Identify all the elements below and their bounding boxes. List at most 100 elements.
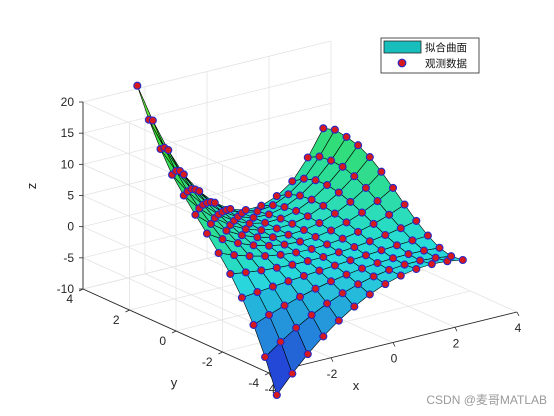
z-tick-label: 5 <box>67 189 74 203</box>
observation-marker <box>361 183 370 192</box>
observation-marker <box>280 202 289 212</box>
x-tick-mark <box>516 311 520 317</box>
observation-marker <box>385 210 394 219</box>
observation-marker <box>373 197 382 206</box>
legend-surface-swatch <box>383 40 422 54</box>
observation-marker <box>365 290 374 299</box>
legend-markers-label: 观测数据 <box>425 57 467 70</box>
observation-marker <box>303 153 312 162</box>
x-tick-label: 0 <box>391 352 398 366</box>
observation-marker <box>245 252 254 261</box>
observation-marker <box>284 230 293 239</box>
observation-marker <box>230 251 239 260</box>
legend: 拟合曲面 观测数据 <box>380 37 480 74</box>
observation-marker <box>447 252 456 261</box>
observation-markers <box>133 81 467 400</box>
x-tick-mark <box>330 357 334 362</box>
observation-marker <box>195 187 204 196</box>
observation-marker <box>288 177 297 186</box>
observation-marker <box>264 210 274 219</box>
observation-marker <box>133 81 142 90</box>
z-tick-label: -5 <box>63 251 74 265</box>
x-tick-label: -4 <box>265 382 276 396</box>
observation-marker <box>381 230 390 240</box>
observation-marker <box>299 174 308 183</box>
observation-marker <box>326 277 336 286</box>
observation-marker <box>419 246 429 255</box>
observation-marker <box>354 141 363 150</box>
legend-marker-swatch <box>397 58 407 68</box>
observation-marker <box>350 302 359 311</box>
observation-marker <box>249 320 258 329</box>
observation-marker <box>295 191 305 200</box>
observation-marker <box>412 264 421 274</box>
observation-marker <box>334 188 343 197</box>
observation-marker <box>257 226 266 235</box>
observation-marker <box>292 248 301 257</box>
x-tick-label: 2 <box>453 336 460 350</box>
watermark: CSDN @麦哥MATLAB <box>426 393 547 407</box>
observation-marker <box>264 310 274 319</box>
observation-marker <box>276 337 285 346</box>
observation-marker <box>365 237 374 246</box>
observation-marker <box>284 190 293 199</box>
observation-marker <box>307 195 316 204</box>
observation-marker <box>338 234 347 243</box>
observation-marker <box>272 192 281 201</box>
z-tick-label: 0 <box>67 220 74 234</box>
observation-marker <box>338 162 347 171</box>
observation-marker <box>385 265 394 274</box>
y-tick-mark <box>125 309 130 313</box>
observation-marker <box>299 271 308 280</box>
observation-marker <box>295 292 305 301</box>
observation-marker <box>311 284 320 293</box>
y-tick-mark <box>264 372 270 376</box>
observation-marker <box>233 239 243 248</box>
y-axis-label: y <box>171 375 178 390</box>
observation-marker <box>241 225 250 234</box>
x-tick-mark <box>392 342 396 347</box>
observation-marker <box>276 214 285 223</box>
observation-marker <box>396 271 405 280</box>
y-tick-label: -4 <box>248 376 259 390</box>
observation-marker <box>323 180 332 190</box>
observation-marker <box>381 280 390 289</box>
observation-marker <box>361 251 370 260</box>
observation-marker <box>369 219 378 228</box>
y-tick-label: 2 <box>113 313 120 327</box>
y-tick-label: 0 <box>159 334 166 348</box>
observation-marker <box>315 152 324 161</box>
observation-marker <box>164 146 173 155</box>
observation-marker <box>330 125 339 134</box>
observation-marker <box>214 248 223 258</box>
observation-marker <box>458 255 467 265</box>
observation-marker <box>323 299 332 308</box>
observation-marker <box>311 232 320 241</box>
z-tick-label: 10 <box>61 157 75 171</box>
observation-marker <box>326 226 336 235</box>
observation-marker <box>268 233 277 242</box>
y-tick-mark <box>218 351 223 355</box>
observation-marker <box>249 213 258 222</box>
observation-marker <box>257 201 266 210</box>
observation-marker <box>416 256 425 265</box>
observation-marker <box>303 257 312 266</box>
observation-marker <box>276 250 285 259</box>
observation-marker <box>303 212 312 221</box>
observation-marker <box>261 352 270 362</box>
observation-marker <box>261 218 270 227</box>
observation-marker <box>377 246 386 255</box>
observation-marker <box>392 241 401 250</box>
observation-marker <box>241 268 250 277</box>
observation-marker <box>354 227 363 236</box>
observation-marker <box>330 261 339 270</box>
fitted-surface <box>137 85 464 396</box>
observation-marker <box>272 224 281 233</box>
observation-marker <box>191 210 200 219</box>
observation-marker <box>222 226 231 235</box>
observation-marker <box>272 263 281 272</box>
z-tick-label: -10 <box>57 282 75 296</box>
observation-marker <box>342 132 351 141</box>
